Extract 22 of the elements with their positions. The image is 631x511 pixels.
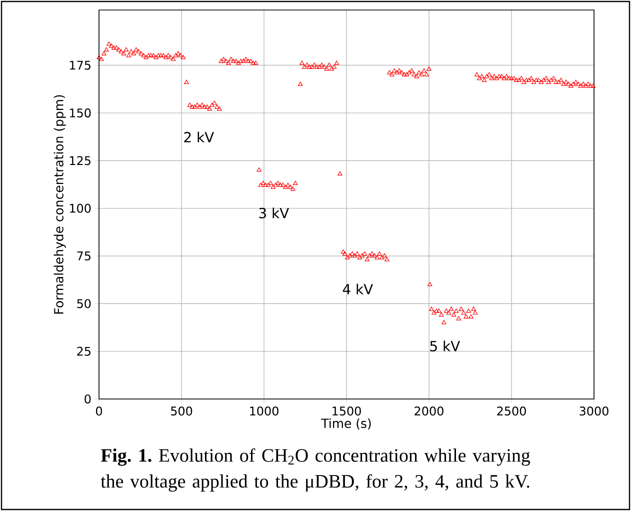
- y-tick-label: 25: [77, 346, 90, 356]
- y-tick-label: 0: [84, 394, 91, 404]
- y-tick-label: 75: [77, 252, 90, 260]
- x-axis-title: Time (s): [321, 418, 371, 430]
- y-tick-label: 100: [70, 204, 91, 213]
- x-tick-label: 500: [171, 406, 192, 416]
- x-tick-label: 0: [96, 406, 102, 416]
- x-tick-label: 2000: [414, 406, 444, 416]
- x-tick-label: 1500: [332, 406, 361, 416]
- x-tick-label: 2500: [497, 406, 526, 416]
- y-axis-title: Formaldehyde concentration (ppm): [54, 95, 66, 314]
- annotation: 5 kV: [430, 340, 460, 352]
- y-tick-label: 175: [70, 60, 90, 70]
- x-tick-label: 1000: [250, 406, 278, 416]
- x-tick-label: 3000: [580, 406, 608, 416]
- y-tick-label: 125: [70, 156, 90, 166]
- annotation: 3 kV: [259, 208, 289, 218]
- y-tick-label: 50: [77, 299, 91, 308]
- annotation: 2 kV: [184, 132, 214, 142]
- annotation: 4 kV: [342, 284, 373, 294]
- text: Fig. 1. Evolution of CH$_{2}$O concentration while varying the voltage applied to the μDBD, for 2, 3, 4, and 5 kV.: [100, 448, 530, 492]
- y-tick-label: 150: [70, 108, 91, 118]
